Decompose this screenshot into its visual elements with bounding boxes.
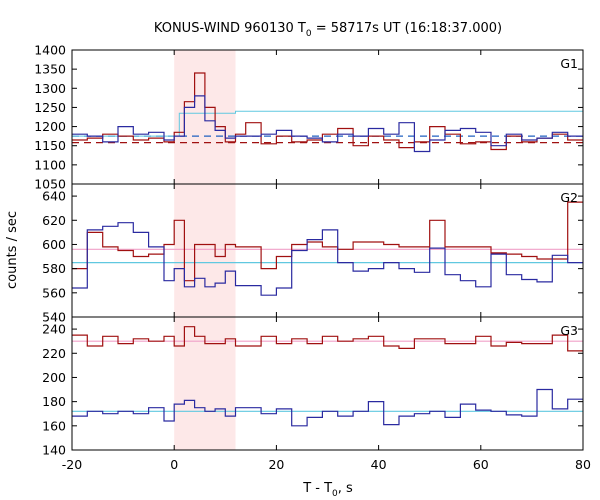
g3-panel-frame	[71, 316, 584, 451]
chart-title: KONUS-WIND 960130 T0 = 58717s UT (16:18:…	[154, 21, 502, 39]
x-tick-label: -20	[62, 457, 82, 472]
g1-y-tick-label: 1350	[34, 62, 66, 77]
g1-y-tick-label: 1050	[34, 177, 66, 192]
g3-y-tick-label: 180	[42, 394, 66, 409]
x-tick-label: 80	[575, 457, 591, 472]
g2-panel-label: G2	[560, 190, 578, 205]
y-axis-label: counts / sec	[5, 211, 20, 289]
g2-y-tick-label: 540	[42, 310, 66, 325]
g1-panel-label: G1	[560, 56, 578, 71]
g2-y-tick-label: 580	[42, 261, 66, 276]
g1-y-tick-label: 1300	[34, 81, 66, 96]
g2-y-tick-label: 640	[42, 189, 66, 204]
g1-panel-frame	[71, 49, 584, 185]
g3-blue-histogram	[72, 388, 583, 427]
g2-y-tick-label: 600	[42, 237, 66, 252]
g3-y-tick-label: 240	[42, 322, 66, 337]
g3-red-histogram	[72, 326, 583, 352]
panels-group: 10501100115012001250130013501400G1540560…	[34, 43, 591, 473]
x-tick-label: 0	[170, 457, 178, 472]
g1-y-tick-label: 1250	[34, 100, 66, 115]
g2-panel-frame	[71, 183, 584, 318]
x-tick-label: 20	[268, 457, 284, 472]
x-tick-label: 40	[371, 457, 387, 472]
g1-y-tick-label: 1100	[34, 157, 66, 172]
g2-y-tick-label: 560	[42, 285, 66, 300]
g1-cyan-model-step	[72, 110, 583, 137]
x-tick-label: 60	[473, 457, 489, 472]
g2-blue-histogram	[72, 222, 583, 296]
g3-y-tick-label: 140	[42, 443, 66, 458]
g2-y-tick-label: 620	[42, 213, 66, 228]
g3-y-tick-label: 160	[42, 418, 66, 433]
x-axis-label: T - T0, s	[302, 481, 353, 499]
g1-y-tick-label: 1400	[34, 43, 66, 58]
g1-y-tick-label: 1200	[34, 119, 66, 134]
g3-panel-label: G3	[560, 323, 578, 338]
g2-red-histogram	[72, 201, 583, 282]
g3-y-tick-label: 200	[42, 370, 66, 385]
g1-blue-histogram	[72, 95, 583, 153]
g3-y-tick-label: 220	[42, 346, 66, 361]
g1-y-tick-label: 1150	[34, 138, 66, 153]
